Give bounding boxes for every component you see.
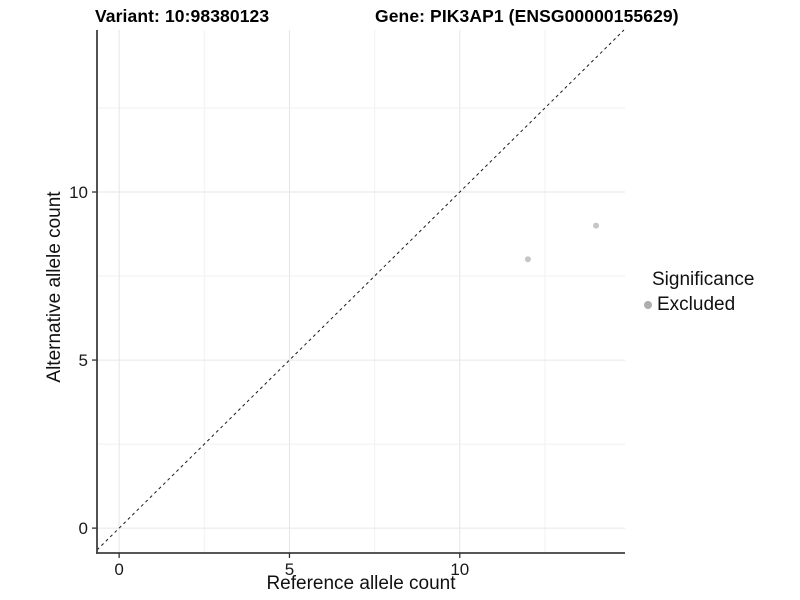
y-tick-label: 5 [79, 351, 88, 370]
data-point [593, 222, 600, 229]
variant-title: Variant: 10:98380123 [95, 6, 270, 26]
x-tick-label: 5 [285, 560, 294, 579]
legend-item-excluded: Excluded [644, 294, 754, 316]
legend-title: Significance [652, 269, 755, 290]
legend-item-label: Excluded [657, 294, 736, 315]
y-tick-label: 0 [79, 519, 88, 538]
legend-point-icon [644, 301, 652, 309]
x-tick-label: 0 [114, 560, 123, 579]
data-point [524, 256, 531, 263]
x-tick-label: 10 [450, 560, 469, 579]
y-tick-label: 10 [69, 183, 88, 202]
x-axis-label: Reference allele count [266, 573, 456, 594]
legend: Significance Excluded [644, 269, 754, 316]
gene-title: Gene: PIK3AP1 (ENSG00000155629) [375, 6, 679, 26]
y-axis-label: Alternative allele count [44, 191, 65, 383]
